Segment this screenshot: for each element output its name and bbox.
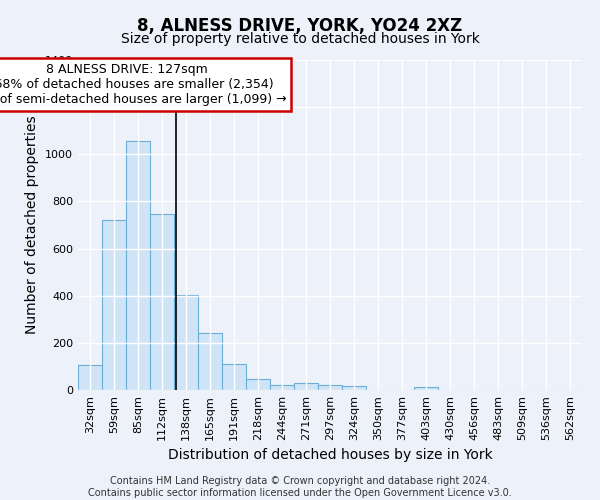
Bar (270, 386, 294, 390)
Text: Contains HM Land Registry data © Crown copyright and database right 2024.
Contai: Contains HM Land Registry data © Crown c… (88, 476, 512, 498)
Bar (414, 387, 438, 390)
Text: 8, ALNESS DRIVE, YORK, YO24 2XZ: 8, ALNESS DRIVE, YORK, YO24 2XZ (137, 18, 463, 36)
Bar (102, 220, 126, 390)
Bar (294, 384, 318, 390)
Bar (174, 295, 198, 390)
Bar (78, 365, 102, 390)
Y-axis label: Number of detached properties: Number of detached properties (25, 116, 40, 334)
Bar (318, 386, 342, 390)
Text: Size of property relative to detached houses in York: Size of property relative to detached ho… (121, 32, 479, 46)
X-axis label: Distribution of detached houses by size in York: Distribution of detached houses by size … (167, 448, 493, 462)
Text: 8 ALNESS DRIVE: 127sqm
← 68% of detached houses are smaller (2,354)
32% of semi-: 8 ALNESS DRIVE: 127sqm ← 68% of detached… (0, 63, 286, 106)
Bar (126, 142, 150, 390)
Bar (150, 214, 174, 390)
Bar (342, 386, 366, 390)
Bar (246, 378, 270, 390)
Bar (222, 364, 246, 390)
Bar (198, 333, 222, 390)
